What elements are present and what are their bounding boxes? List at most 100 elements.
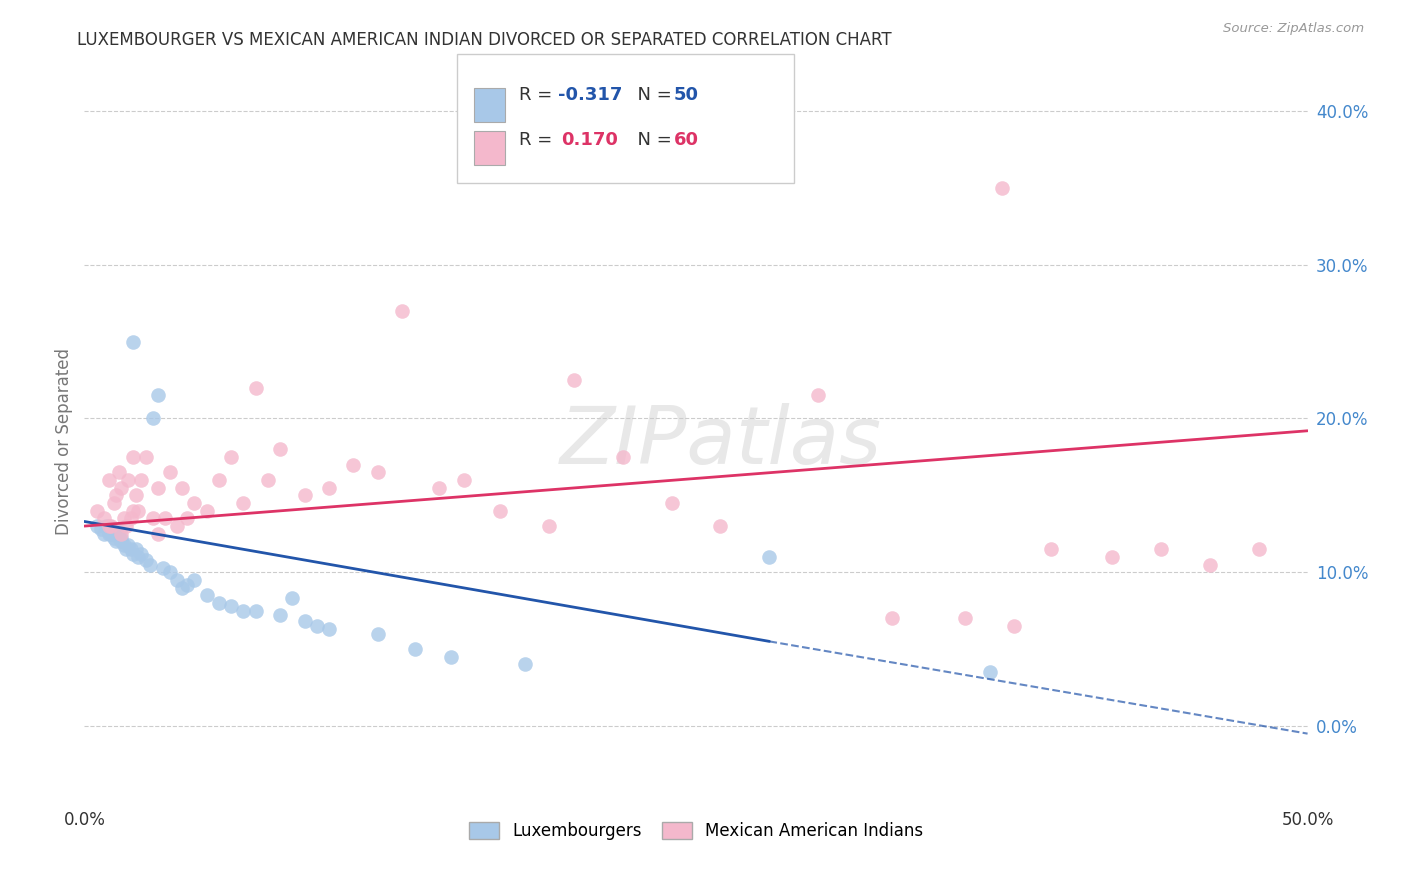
Point — [1247, 542, 1270, 557]
Point — [953, 611, 976, 625]
Point — [105, 534, 128, 549]
Point — [139, 558, 162, 572]
Legend: Luxembourgers, Mexican American Indians: Luxembourgers, Mexican American Indians — [461, 814, 931, 848]
Point — [86, 504, 108, 518]
Point — [159, 565, 181, 579]
Point — [117, 537, 139, 551]
Point — [166, 519, 188, 533]
Point — [97, 526, 120, 541]
Point — [122, 334, 145, 349]
Point — [318, 622, 340, 636]
Point — [489, 504, 512, 518]
Point — [120, 511, 142, 525]
Point — [142, 411, 165, 425]
Point — [176, 577, 198, 591]
Point — [176, 511, 198, 525]
Point — [208, 473, 231, 487]
Point — [122, 504, 145, 518]
Point — [1101, 549, 1123, 564]
Point — [367, 465, 389, 479]
Text: N =: N = — [626, 87, 678, 104]
Text: LUXEMBOURGER VS MEXICAN AMERICAN INDIAN DIVORCED OR SEPARATED CORRELATION CHART: LUXEMBOURGER VS MEXICAN AMERICAN INDIAN … — [77, 31, 891, 49]
Point — [440, 649, 463, 664]
Point — [125, 488, 148, 502]
Text: R =: R = — [519, 131, 564, 149]
Point — [152, 560, 174, 574]
Point — [110, 532, 132, 546]
Point — [183, 496, 205, 510]
Point — [103, 496, 125, 510]
Point — [172, 481, 194, 495]
Point — [269, 608, 291, 623]
Point — [122, 450, 145, 464]
Point — [146, 481, 169, 495]
Point — [105, 526, 128, 541]
Point — [219, 450, 242, 464]
Point — [97, 519, 120, 533]
Point — [115, 542, 138, 557]
Point — [1150, 542, 1173, 557]
Point — [100, 526, 122, 541]
Point — [117, 473, 139, 487]
Point — [294, 615, 316, 629]
Point — [758, 549, 780, 564]
Point — [538, 519, 561, 533]
Point — [195, 504, 218, 518]
Point — [122, 547, 145, 561]
Point — [245, 604, 267, 618]
Point — [107, 465, 129, 479]
Point — [979, 665, 1001, 680]
Point — [269, 442, 291, 457]
Point — [110, 534, 132, 549]
Point — [342, 458, 364, 472]
Point — [120, 542, 142, 557]
Point — [110, 481, 132, 495]
Point — [183, 573, 205, 587]
Point — [135, 553, 157, 567]
Point — [135, 450, 157, 464]
Point — [807, 388, 830, 402]
Point — [991, 181, 1014, 195]
Point — [367, 626, 389, 640]
Point — [427, 481, 450, 495]
Point — [110, 526, 132, 541]
Point — [294, 488, 316, 502]
Point — [166, 573, 188, 587]
Point — [172, 581, 194, 595]
Point — [97, 473, 120, 487]
Point — [880, 611, 903, 625]
Point — [107, 524, 129, 538]
Point — [232, 496, 254, 510]
Point — [103, 532, 125, 546]
Point — [562, 373, 585, 387]
Point — [97, 519, 120, 533]
Point — [257, 473, 280, 487]
Point — [105, 488, 128, 502]
Text: -0.317: -0.317 — [558, 87, 623, 104]
Point — [661, 496, 683, 510]
Point — [96, 519, 118, 533]
Point — [115, 519, 138, 533]
Text: N =: N = — [626, 131, 678, 149]
Point — [90, 522, 112, 536]
Point — [107, 530, 129, 544]
Point — [318, 481, 340, 495]
Point — [208, 596, 231, 610]
Text: 0.170: 0.170 — [561, 131, 617, 149]
Point — [404, 642, 426, 657]
Point — [709, 519, 731, 533]
Point — [1039, 542, 1062, 557]
Point — [153, 511, 176, 525]
Text: Source: ZipAtlas.com: Source: ZipAtlas.com — [1223, 22, 1364, 36]
Point — [112, 511, 135, 525]
Text: R =: R = — [519, 87, 558, 104]
Text: ZIPatlas: ZIPatlas — [560, 402, 882, 481]
Point — [219, 599, 242, 613]
Point — [86, 519, 108, 533]
Point — [758, 165, 780, 179]
Point — [195, 588, 218, 602]
Y-axis label: Divorced or Separated: Divorced or Separated — [55, 348, 73, 535]
Point — [146, 526, 169, 541]
Text: 50: 50 — [673, 87, 699, 104]
Point — [100, 519, 122, 533]
